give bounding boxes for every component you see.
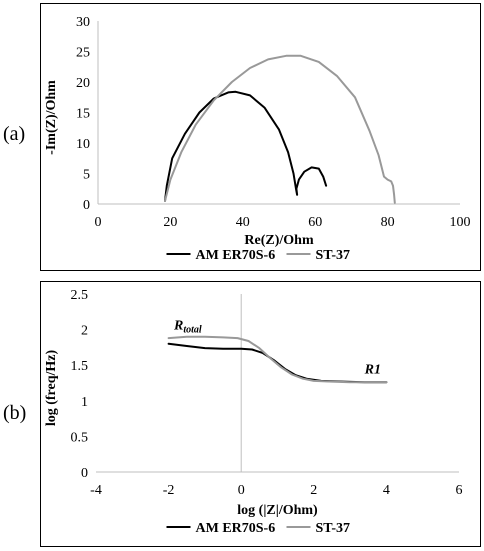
x-tick-label: -4 [90,483,102,498]
legend-label: AM ER70S-6 [196,521,276,536]
x-tick-label: 2 [310,483,317,498]
annotation-label: Rtotal [173,319,202,336]
y-tick-label: 1.5 [71,359,89,374]
bode-chart: 0 0.5 1 1.5 2 2.5 -4 -2 0 2 4 6 log (|Z|/Ohm) log (fr… [44,288,463,536]
annotation-subscript: total [183,325,202,336]
y-tick-label: 15 [76,107,90,122]
y-tick-label: 0.5 [71,430,89,445]
y-tick-label: 10 [76,137,90,152]
panel-label-a: (a) [3,123,26,145]
annotation-text: R [173,319,183,334]
nyquist-chart: 0 5 10 15 20 25 30 0 20 40 60 80 100 Re(Z)/Ohm -Im(Z)/… [44,15,471,263]
panel-label-b: (b) [3,402,27,424]
series-line-st-37 [164,54,396,204]
y-axis-title: -Im(Z)/Ohm [44,80,59,155]
x-tick-label: 100 [450,215,471,230]
series-line-st-37 [167,335,388,384]
legend-label: ST-37 [316,248,351,263]
x-tick-label: -2 [163,483,175,498]
x-tick-label: 20 [163,215,177,230]
chart-panel-b: 0 0.5 1 1.5 2 2.5 -4 -2 0 2 4 6 log (|Z|/Ohm) log (fr… [40,281,481,547]
y-axis-title: log (freq/Hz) [44,350,59,427]
y-tick-label: 2.5 [71,288,89,303]
y-tick-label: 2 [81,324,88,339]
x-tick-label: 0 [238,483,245,498]
y-tick-label: 30 [76,15,90,30]
y-tick-label: 1 [81,395,88,410]
x-tick-label: 6 [456,483,463,498]
x-axis-title: Re(Z)/Ohm [244,233,314,248]
x-tick-label: 80 [381,215,395,230]
y-tick-label: 0 [81,466,88,481]
annotation-text: R1 [364,363,381,378]
legend-label: AM ER70S-6 [196,248,276,263]
x-tick-label: 60 [308,215,322,230]
x-tick-label: 0 [95,215,102,230]
x-axis-title: log (|Z|/Ohm) [237,503,318,518]
legend-label: ST-37 [316,521,351,536]
chart-panel-a: 0 5 10 15 20 25 30 0 20 40 60 80 100 Re(Z)/Ohm -Im(Z)/… [40,3,481,271]
y-tick-label: 25 [76,46,90,61]
y-tick-label: 20 [76,76,90,91]
series-line-am-er70s-6 [164,90,328,202]
annotation-label: R1 [364,363,381,378]
x-tick-label: 4 [383,483,390,498]
y-tick-label: 5 [83,168,90,183]
y-tick-label: 0 [83,198,90,213]
x-tick-label: 40 [236,215,250,230]
